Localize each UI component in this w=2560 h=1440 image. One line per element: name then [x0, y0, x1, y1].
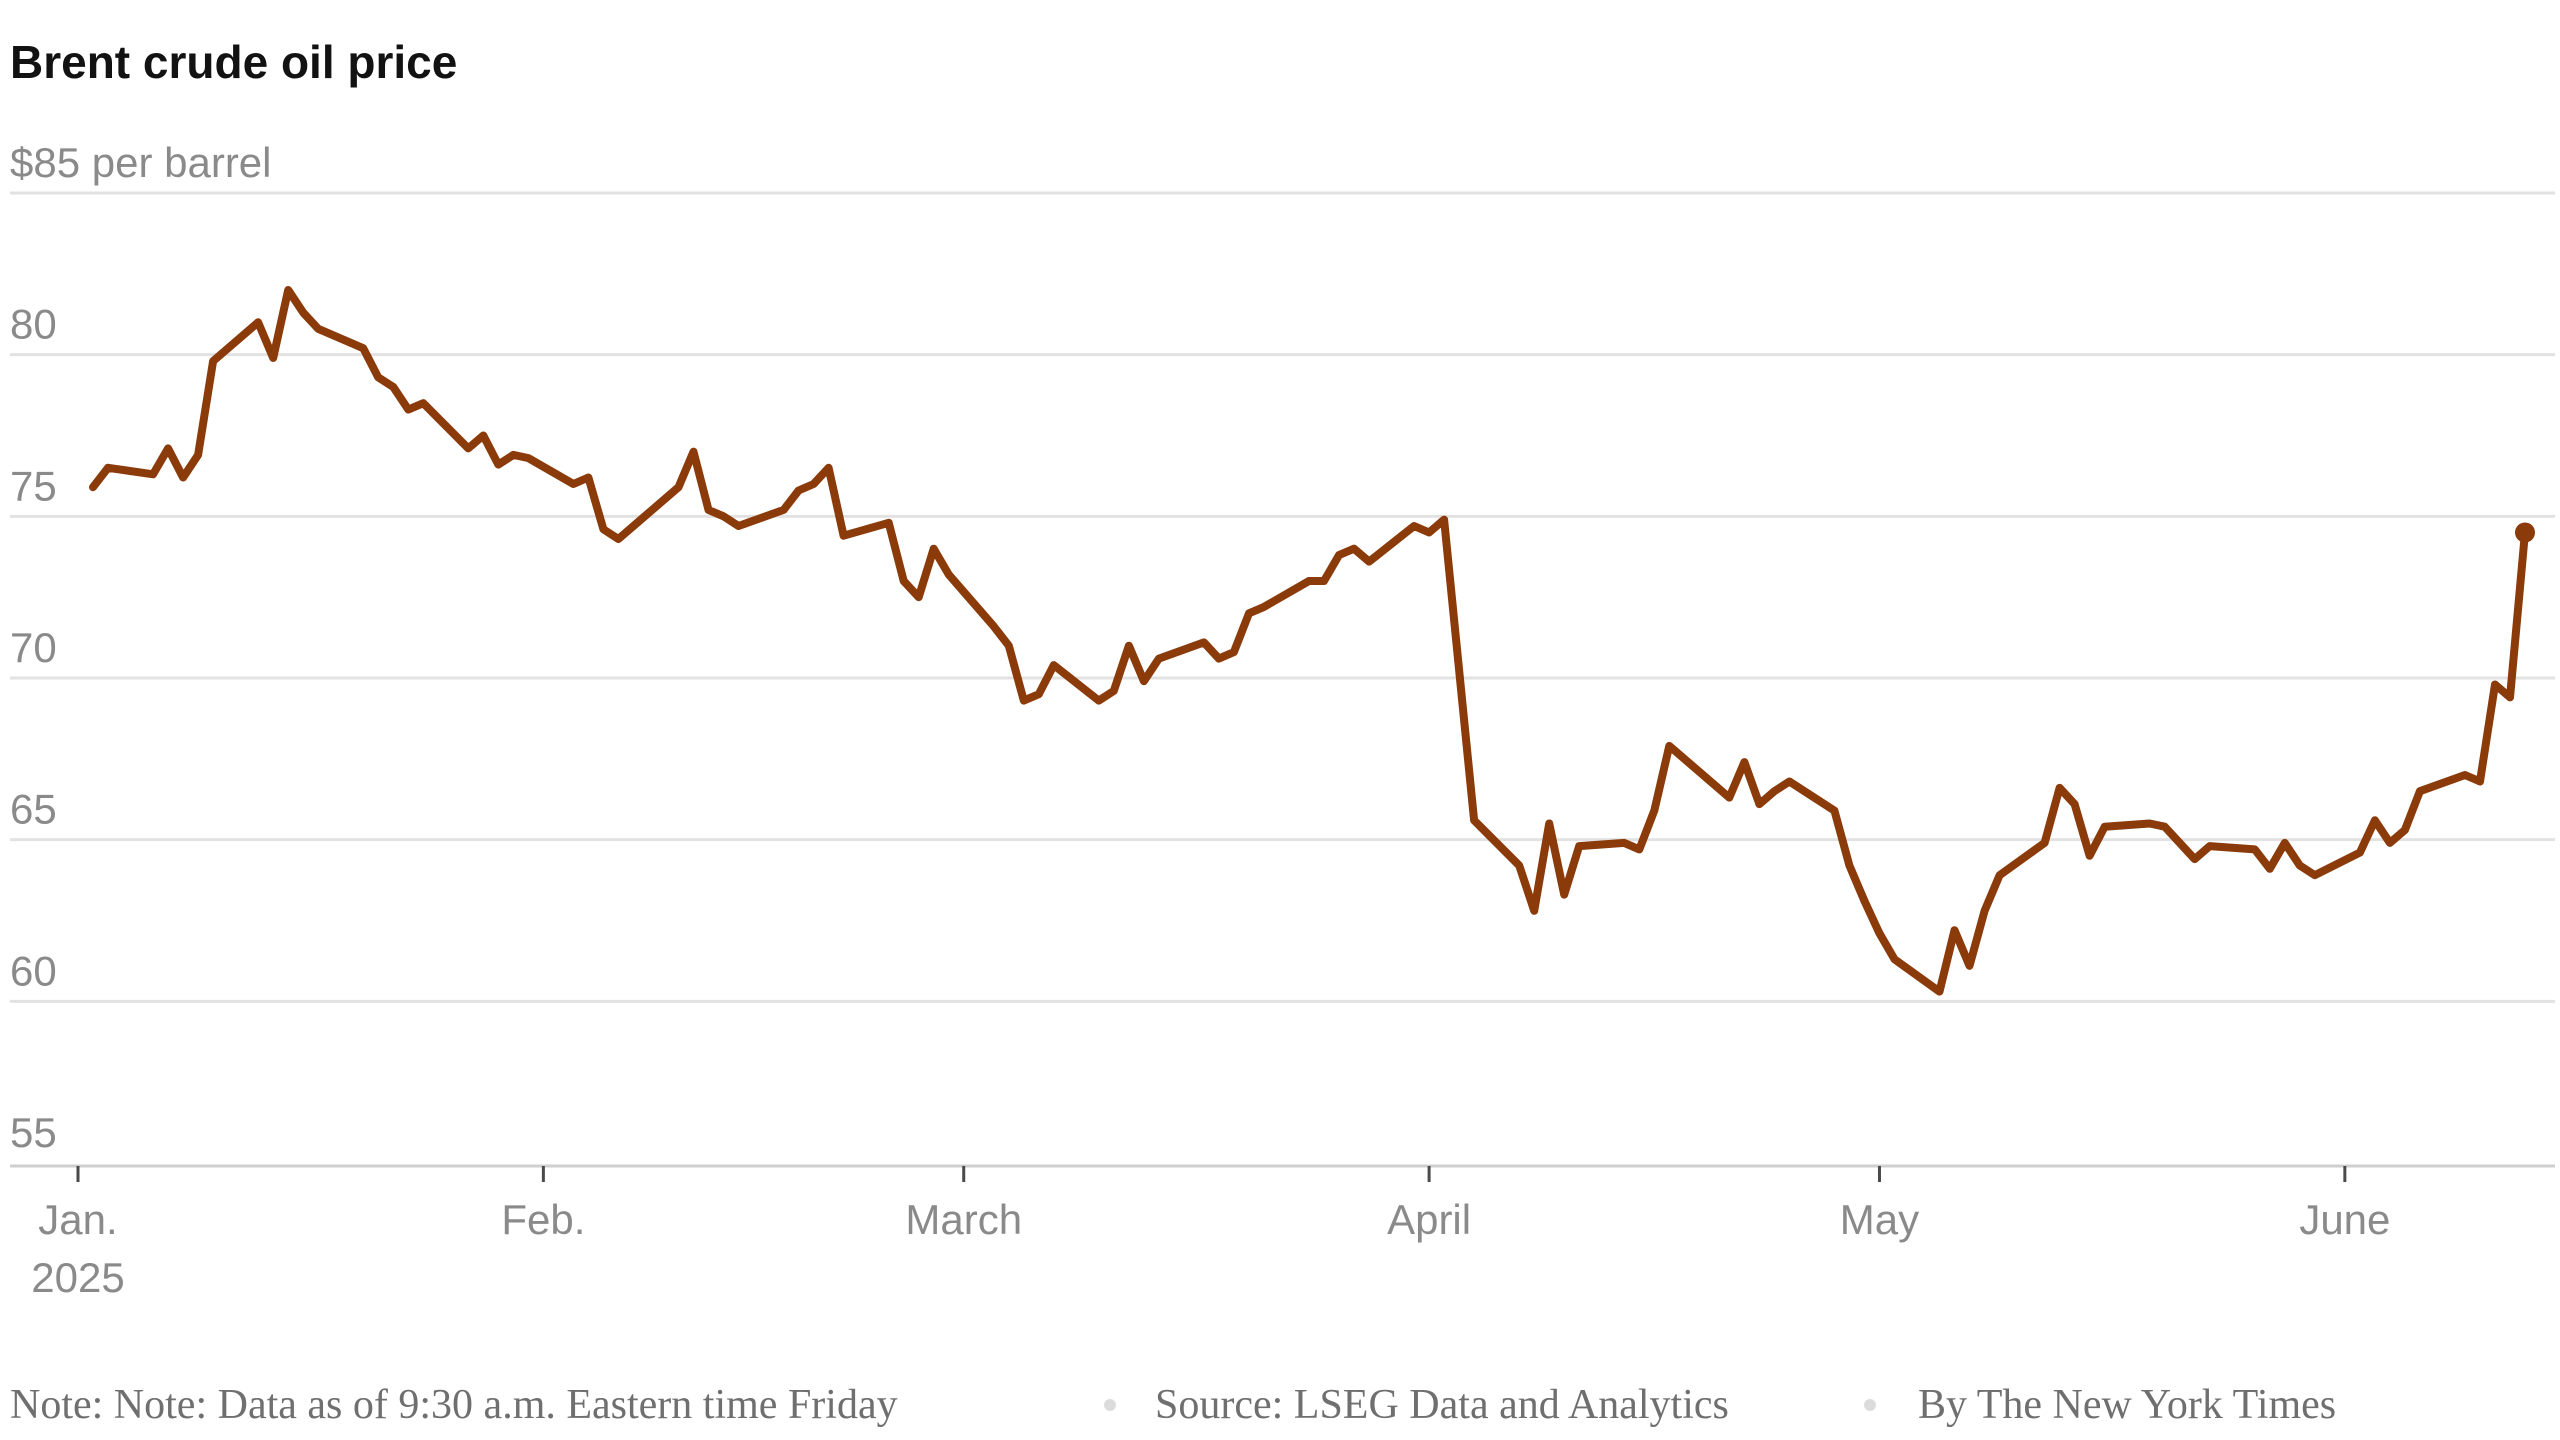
footer-separator-1: [1104, 1399, 1116, 1411]
y-tick-label-80: 80: [10, 301, 57, 348]
x-tick-label-march: March: [905, 1196, 1022, 1243]
series-line-0: [89, 286, 2529, 996]
x-tick-label-april: April: [1387, 1196, 1471, 1243]
gridlines: [10, 191, 2555, 1003]
y-tick-label-70: 70: [10, 624, 57, 671]
y-tick-label-60: 60: [10, 947, 57, 994]
footer-separator-2: [1864, 1399, 1876, 1411]
y-tick-label-65: 65: [10, 786, 57, 833]
x-tick-label-jan: Jan.: [38, 1196, 117, 1243]
footer-source: Source: LSEG Data and Analytics: [1155, 1382, 1729, 1428]
x-tick-year-label: 2025: [31, 1254, 124, 1301]
y-tick-label-85: $85 per barrel: [10, 139, 272, 186]
footer-note: Note: Note: Data as of 9:30 a.m. Eastern…: [10, 1382, 898, 1428]
y-tick-label-55: 55: [10, 1109, 57, 1156]
last-point-marker: [2515, 522, 2535, 543]
x-tick-label-may: May: [1840, 1196, 1919, 1243]
series-layer: [89, 286, 2535, 996]
y-tick-label-75: 75: [10, 462, 57, 509]
x-axis: Jan. 2025 Feb. March April May June: [10, 1164, 2555, 1301]
x-tick-label-feb: Feb.: [501, 1196, 585, 1243]
chart-title: Brent crude oil price: [10, 36, 457, 88]
y-axis-labels: $85 per barrel 80 75 70 65 60 55: [10, 139, 272, 1156]
footer-credit: By The New York Times: [1918, 1382, 2336, 1428]
footer: Note: Note: Data as of 9:30 a.m. Eastern…: [10, 1382, 2336, 1428]
x-tick-label-june: June: [2299, 1196, 2390, 1243]
